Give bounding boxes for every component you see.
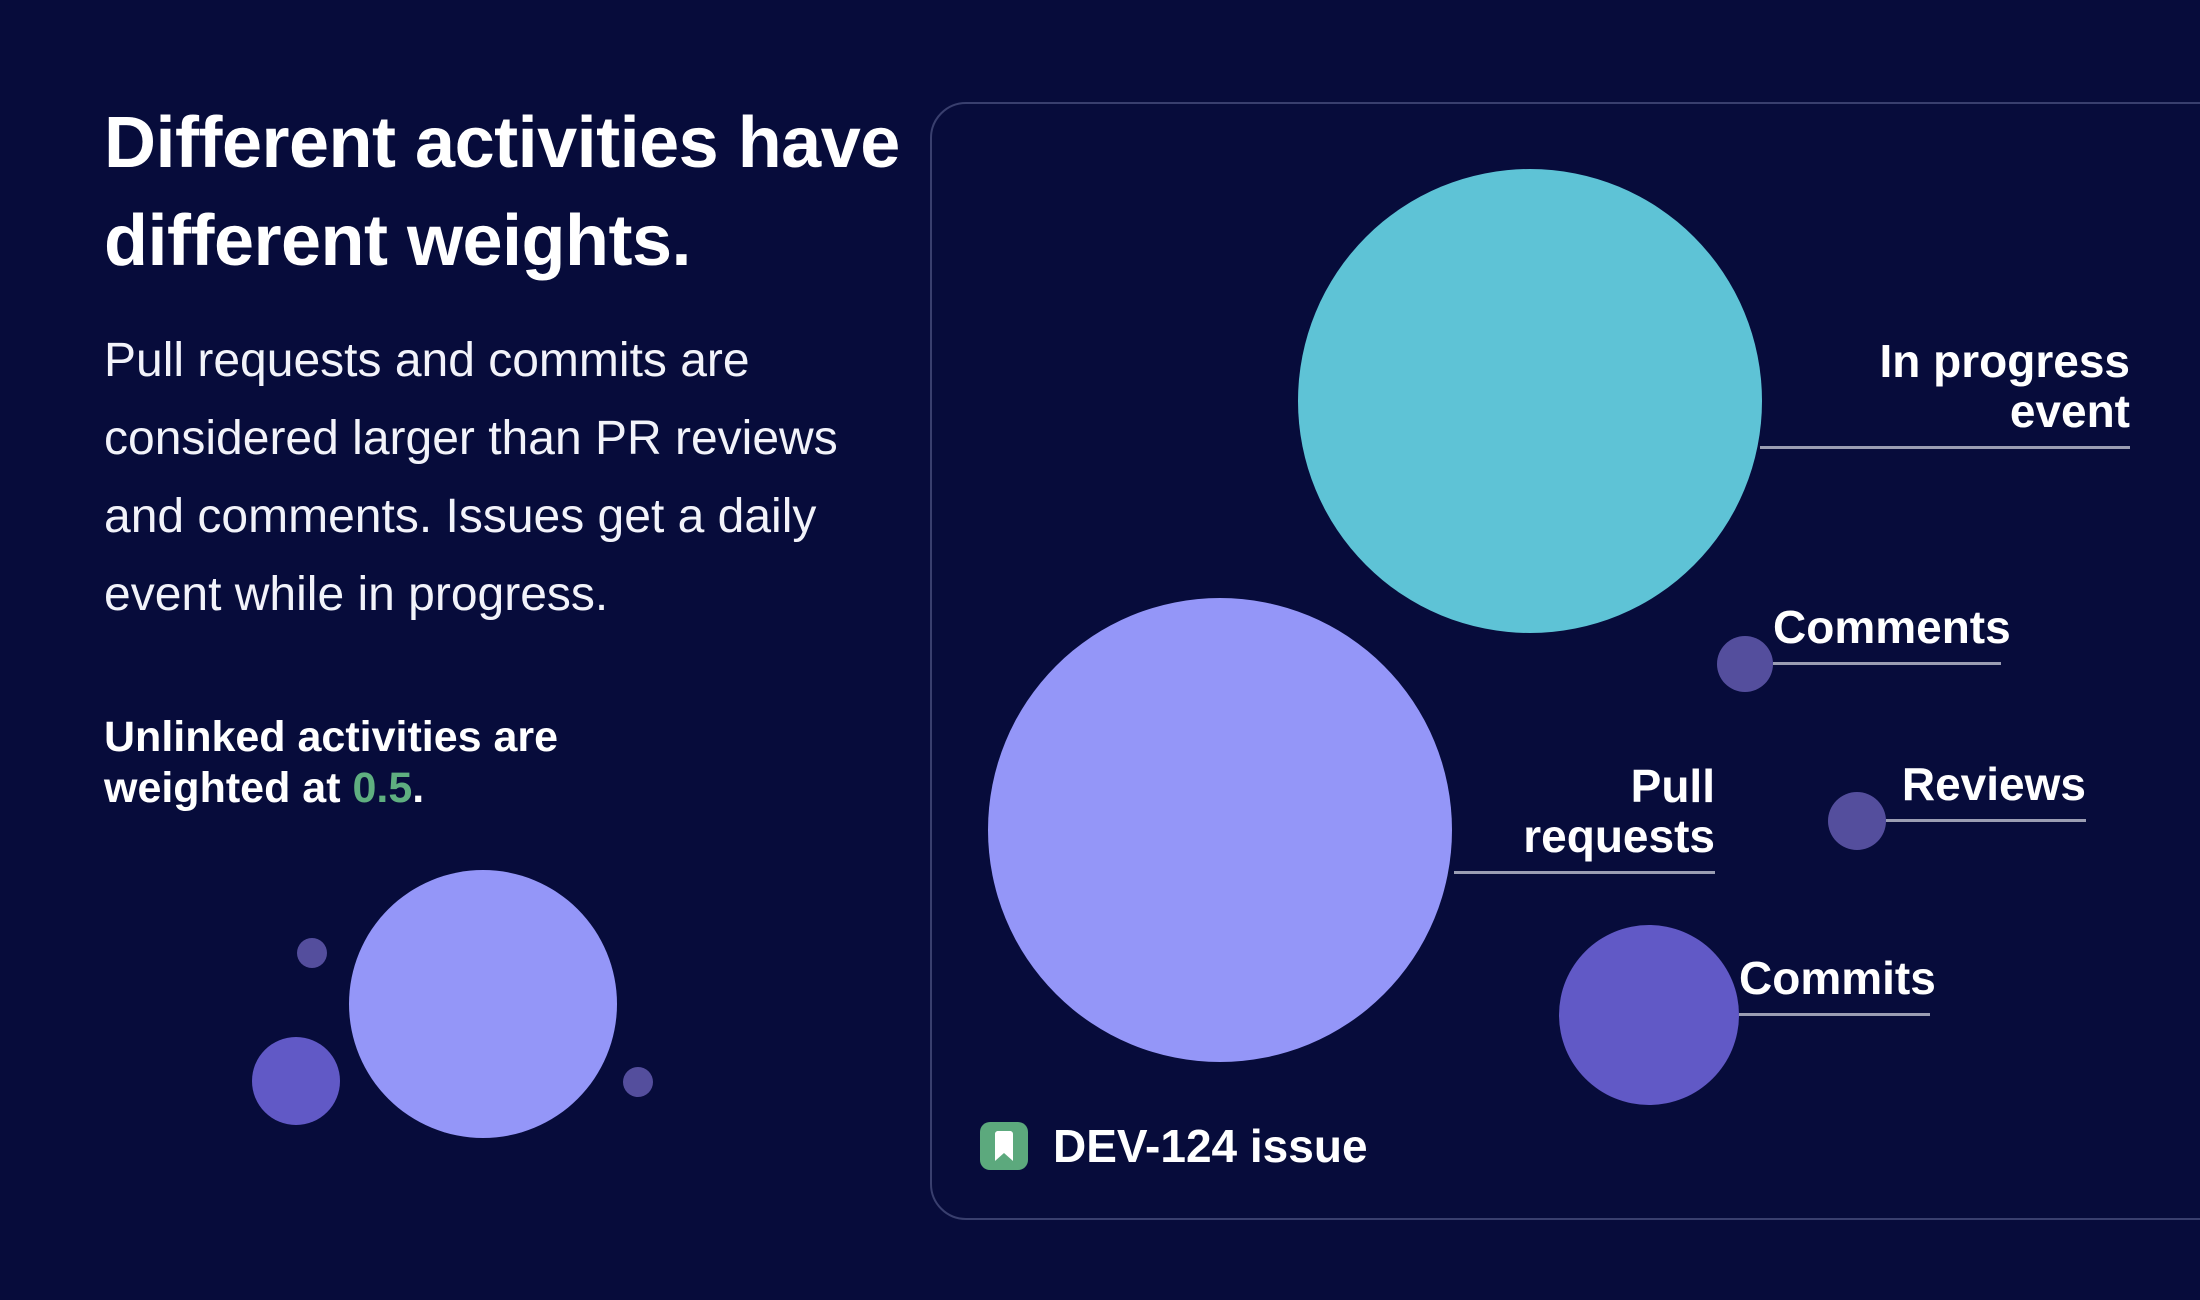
bubble-in-progress-event [1298, 169, 1762, 633]
weight-note-prefix: weighted at [104, 764, 353, 812]
callout-reviews: Reviews [1886, 759, 2086, 822]
weights-panel: In progress event Comments Pull requests… [930, 102, 2200, 1220]
decorative-bubble-small-top [297, 938, 327, 968]
decorative-bubble-small-right [623, 1067, 653, 1097]
label-in-progress-event: In progress event [1879, 335, 2130, 437]
callout-in-progress-event: In progress event [1760, 336, 2130, 449]
description-line: Pull requests and commits are [104, 334, 750, 387]
decorative-bubble-medium [252, 1037, 340, 1125]
weight-note-line1: Unlinked activities are [104, 713, 559, 761]
description-text: Pull requests and commits are considered… [104, 322, 838, 634]
bookmark-icon [980, 1122, 1028, 1170]
weight-note: Unlinked activities are weighted at 0.5. [104, 712, 558, 814]
issue-badge: DEV-124 issue [980, 1122, 1368, 1170]
description-line: and comments. Issues get a daily [104, 490, 817, 543]
page-title-line2: different weights. [104, 201, 692, 281]
callout-commits: Commits [1739, 953, 1936, 1016]
callout-pull-requests: Pull requests [1454, 761, 1715, 874]
label-comments: Comments [1773, 601, 2011, 653]
page-title: Different activities have different weig… [104, 94, 900, 290]
weight-note-suffix: . [412, 764, 425, 812]
bubble-commits [1559, 925, 1739, 1105]
description-line: considered larger than PR reviews [104, 412, 838, 465]
label-reviews: Reviews [1901, 758, 2086, 810]
weight-value: 0.5 [352, 764, 413, 812]
callout-comments: Comments [1773, 602, 2011, 665]
description-line: event while in progress. [104, 568, 609, 621]
bubble-pull-requests [988, 598, 1452, 1062]
issue-badge-label: DEV-124 issue [1053, 1120, 1368, 1172]
page-title-line1: Different activities have [104, 103, 900, 183]
bubble-reviews [1828, 792, 1886, 850]
weight-note-line2: weighted at 0.5. [104, 763, 558, 814]
bubble-comments [1717, 636, 1773, 692]
label-commits: Commits [1739, 952, 1936, 1004]
label-pull-requests: Pull requests [1523, 760, 1715, 862]
decorative-bubble-large [349, 870, 617, 1138]
